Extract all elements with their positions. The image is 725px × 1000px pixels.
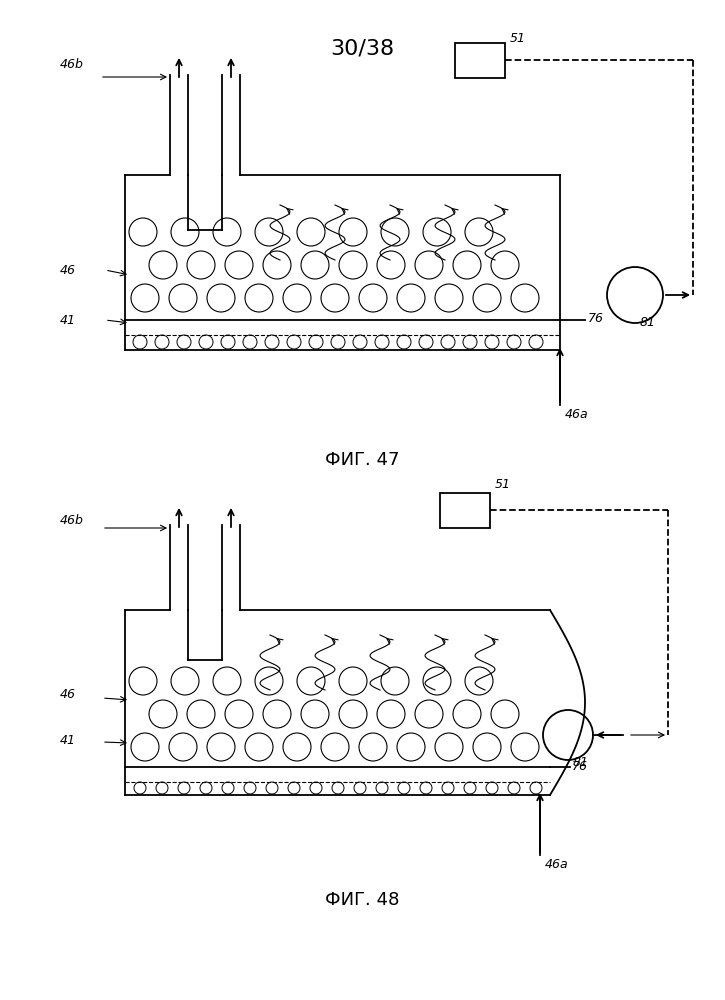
Text: ФИГ. 48: ФИГ. 48 (325, 891, 399, 909)
Bar (440, 493, 490, 528)
Text: ФИГ. 47: ФИГ. 47 (325, 451, 399, 469)
Text: 76: 76 (588, 312, 604, 324)
Text: 46b: 46b (60, 514, 84, 526)
Text: 46b: 46b (60, 58, 84, 72)
Text: 46: 46 (60, 263, 76, 276)
Text: 30/38: 30/38 (330, 38, 394, 58)
Bar (455, 43, 505, 78)
Text: 76: 76 (572, 760, 588, 774)
Text: 46a: 46a (565, 408, 589, 422)
Text: 51: 51 (510, 31, 526, 44)
Text: 81: 81 (640, 316, 656, 330)
Text: 46a: 46a (545, 858, 568, 871)
Text: 51: 51 (495, 479, 511, 491)
Text: 41: 41 (60, 314, 76, 326)
Text: 46: 46 (60, 688, 76, 702)
Text: 41: 41 (60, 734, 76, 746)
Text: 81: 81 (573, 756, 589, 770)
